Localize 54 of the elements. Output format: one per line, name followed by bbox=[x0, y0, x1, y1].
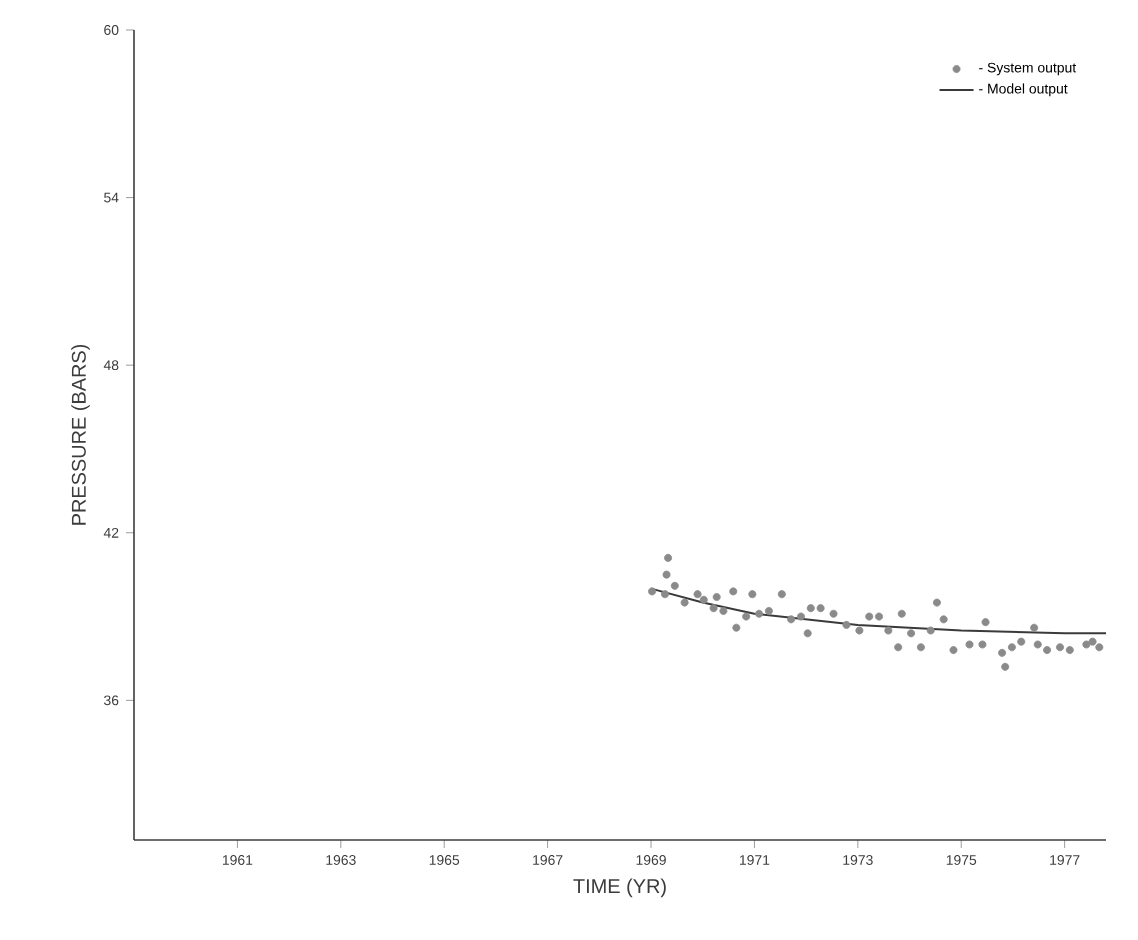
point bbox=[777, 590, 786, 599]
point bbox=[1056, 643, 1064, 652]
point bbox=[884, 626, 893, 635]
point bbox=[1017, 637, 1026, 646]
y-axis-title: PRESSURE (BARS) bbox=[71, 344, 90, 525]
point bbox=[806, 604, 815, 613]
point bbox=[998, 648, 1007, 657]
point bbox=[732, 623, 741, 632]
point bbox=[748, 590, 757, 599]
point bbox=[1001, 662, 1010, 671]
point bbox=[816, 604, 825, 613]
point bbox=[709, 604, 718, 613]
point bbox=[661, 590, 669, 599]
point bbox=[803, 629, 812, 638]
point bbox=[1095, 643, 1104, 652]
point bbox=[1088, 637, 1097, 646]
point bbox=[742, 612, 751, 621]
point bbox=[787, 615, 796, 624]
point bbox=[796, 612, 805, 621]
point bbox=[699, 595, 708, 604]
point bbox=[842, 620, 851, 629]
point bbox=[875, 612, 884, 621]
point bbox=[939, 615, 948, 624]
point bbox=[897, 609, 906, 618]
point bbox=[865, 612, 874, 621]
point bbox=[1043, 646, 1052, 655]
point bbox=[755, 609, 764, 618]
point bbox=[648, 587, 657, 596]
point bbox=[764, 606, 773, 615]
point bbox=[855, 626, 864, 635]
point bbox=[829, 609, 838, 618]
point bbox=[712, 593, 721, 601]
point bbox=[719, 606, 728, 615]
point bbox=[664, 553, 673, 562]
point bbox=[981, 618, 990, 627]
point bbox=[894, 643, 903, 652]
point bbox=[907, 629, 916, 638]
x-axis-title: TIME (YR) bbox=[573, 878, 666, 898]
point bbox=[1033, 640, 1042, 649]
point bbox=[978, 640, 987, 649]
point bbox=[949, 646, 958, 655]
point bbox=[662, 570, 671, 579]
point bbox=[670, 581, 679, 590]
point bbox=[1007, 643, 1016, 652]
point bbox=[1065, 646, 1074, 655]
point bbox=[729, 587, 738, 596]
point bbox=[965, 640, 974, 649]
point bbox=[693, 590, 702, 599]
point bbox=[1082, 640, 1091, 649]
point bbox=[932, 598, 941, 607]
point bbox=[916, 643, 925, 652]
point bbox=[926, 626, 935, 635]
point bbox=[1030, 623, 1039, 632]
point bbox=[680, 598, 689, 607]
